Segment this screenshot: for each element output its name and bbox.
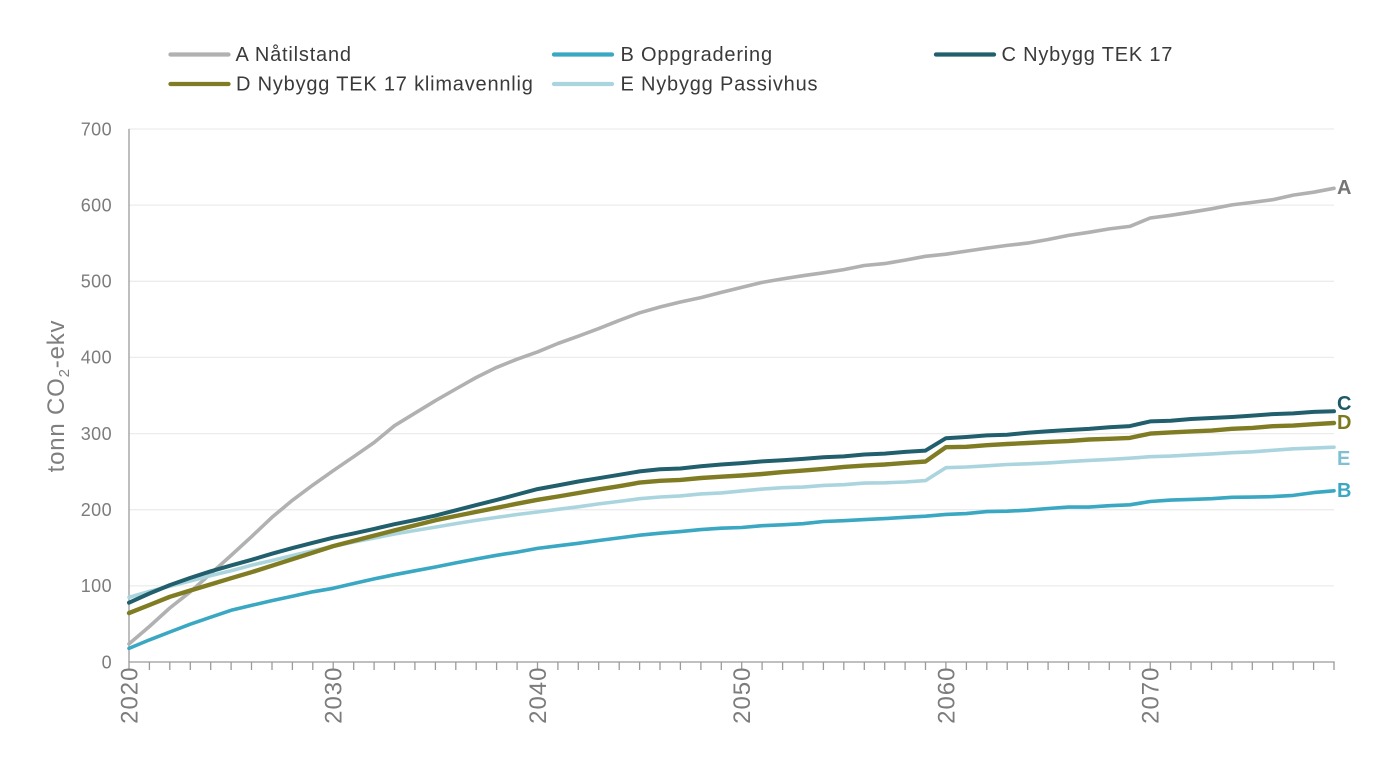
svg-text:2040: 2040 (525, 667, 552, 724)
svg-text:2050: 2050 (729, 667, 756, 724)
svg-text:A Nåtilstand: A Nåtilstand (236, 44, 352, 66)
svg-text:200: 200 (81, 500, 112, 520)
svg-text:500: 500 (81, 272, 112, 292)
svg-text:A: A (1337, 177, 1351, 199)
svg-text:D Nybygg TEK 17 klimavennlig: D Nybygg TEK 17 klimavennlig (236, 74, 534, 96)
svg-text:tonn CO2-ekv: tonn CO2-ekv (43, 320, 73, 473)
svg-text:B: B (1337, 480, 1351, 502)
svg-text:C Nybygg TEK 17: C Nybygg TEK 17 (1002, 44, 1174, 66)
svg-text:C: C (1337, 393, 1351, 415)
svg-text:700: 700 (81, 119, 112, 139)
svg-text:2020: 2020 (116, 667, 143, 724)
svg-text:100: 100 (81, 576, 112, 596)
svg-text:E Nybygg Passivhus: E Nybygg Passivhus (621, 74, 819, 96)
svg-text:2070: 2070 (1138, 667, 1165, 724)
svg-text:B Oppgradering: B Oppgradering (621, 44, 773, 66)
svg-text:0: 0 (102, 652, 112, 672)
svg-text:D: D (1337, 412, 1351, 434)
svg-text:2030: 2030 (321, 667, 348, 724)
svg-text:2060: 2060 (933, 667, 960, 724)
svg-text:400: 400 (81, 348, 112, 368)
svg-text:E: E (1337, 448, 1350, 470)
svg-text:600: 600 (81, 195, 112, 215)
svg-text:300: 300 (81, 424, 112, 444)
